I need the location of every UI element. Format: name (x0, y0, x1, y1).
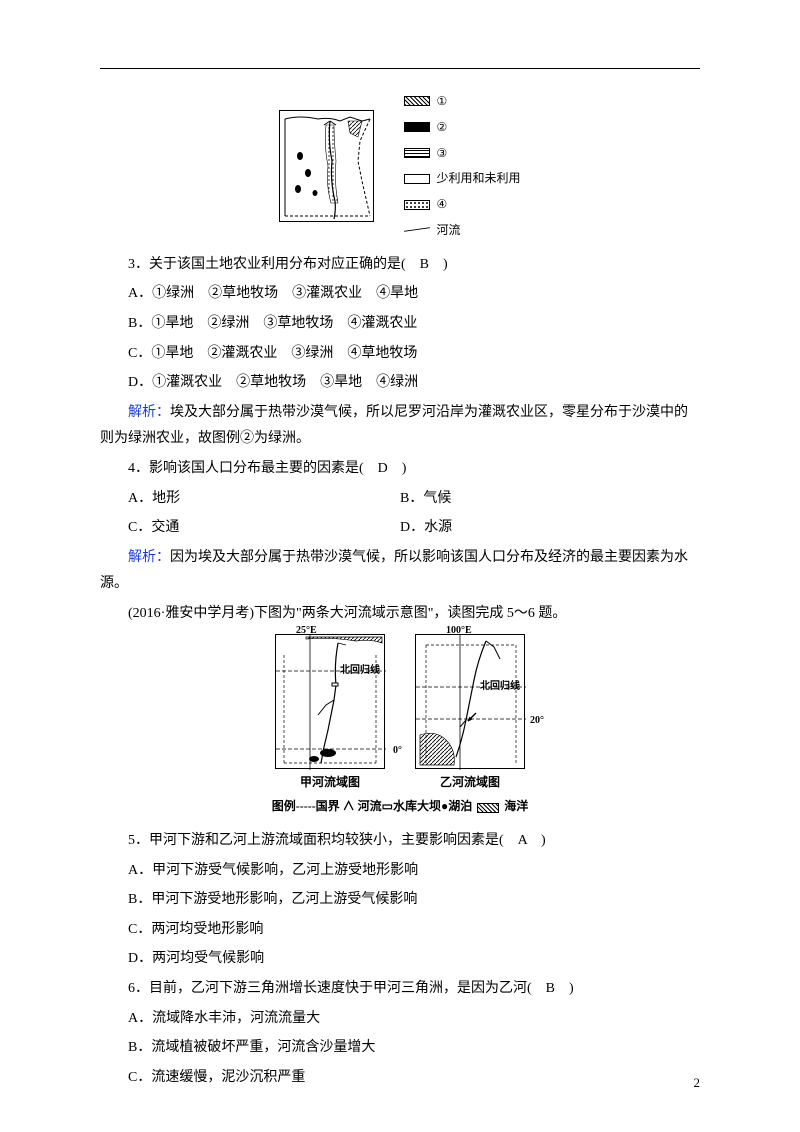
map-right-wrap: 100°E 北回归线 20° 乙河流域图 (415, 634, 525, 794)
map-egypt (279, 110, 374, 222)
legend-label: ④ (436, 193, 447, 216)
q4-optA: A．地形 (100, 486, 400, 513)
page-content: ① ② ③ 少利用和未利用 ④ 河流 3．关于该国土地农业利用分布对应正确的是(… (100, 90, 700, 1091)
map-left-wrap: 25°E 北回归线 0° 甲河流域图 (275, 634, 385, 794)
q4-analysis: 解析：因为埃及大部分属于热带沙漠气候，所以影响该国人口分布及经济的最主要因素为水… (100, 545, 700, 598)
swatch-dots (404, 200, 430, 210)
analysis-label: 解析： (128, 550, 170, 565)
q6-optC: C．流速缓慢，泥沙沉积严重 (100, 1065, 700, 1092)
analysis-text: 因为埃及大部分属于热带沙漠气候，所以影响该国人口分布及经济的最主要因素为水源。 (100, 550, 688, 592)
caption-left: 甲河流域图 (275, 771, 385, 794)
q3-optC: C．①旱地 ②灌溉农业 ③绿洲 ④草地牧场 (100, 341, 700, 368)
legend-item-5: ④ (404, 193, 520, 216)
legend-item-1: ① (404, 90, 520, 113)
q4-optB: B．气候 (400, 486, 700, 513)
q4-row1: A．地形 B．气候 (100, 486, 700, 513)
legend-item-3: ③ (404, 142, 520, 165)
map-yi: 100°E 北回归线 20° (415, 634, 525, 769)
label-tropic-r: 北回归线 (480, 677, 520, 696)
legend-2: 图例-----国界 ∧ 河流▭水库大坝●湖泊 海洋 (100, 795, 700, 818)
q5-optA: A．甲河下游受气候影响，乙河上游受地形影响 (100, 858, 700, 885)
label-100e: 100°E (446, 621, 472, 640)
top-rule (100, 68, 700, 69)
swatch-dark (404, 122, 430, 132)
legend-item-4: 少利用和未利用 (404, 167, 520, 190)
figure-2: 25°E 北回归线 0° 甲河流域图 (100, 634, 700, 794)
legend-label: ③ (436, 142, 447, 165)
label-20: 20° (530, 711, 544, 730)
legend2-text: 图例-----国界 ∧ 河流▭水库大坝●湖泊 (272, 799, 473, 813)
analysis-label: 解析： (128, 405, 170, 420)
q4-optC: C．交通 (100, 515, 400, 542)
label-tropic-l: 北回归线 (340, 661, 380, 680)
q6-stem: 6．目前，乙河下游三角洲增长速度快于甲河三角洲，是因为乙河( B ) (100, 976, 700, 1003)
q6-optA: A．流域降水丰沛，河流流量大 (100, 1006, 700, 1033)
q4-optD: D．水源 (400, 515, 700, 542)
q3-optA: A．①绿洲 ②草地牧场 ③灌溉农业 ④旱地 (100, 281, 700, 308)
q3-optD: D．①灌溉农业 ②草地牧场 ③旱地 ④绿洲 (100, 370, 700, 397)
q5-optB: B．甲河下游受地形影响，乙河上游受气候影响 (100, 887, 700, 914)
swatch-white (404, 174, 430, 184)
q3-analysis: 解析：埃及大部分属于热带沙漠气候，所以尼罗河沿岸为灌溉农业区，零星分布于沙漠中的… (100, 400, 700, 453)
legend-item-6: 河流 (404, 219, 520, 242)
legend-label: ① (436, 90, 447, 113)
sea-swatch (477, 803, 499, 813)
q4-stem: 4．影响该国人口分布最主要的因素是( D ) (100, 456, 700, 483)
label-eq: 0° (393, 741, 402, 760)
swatch-hatch (404, 96, 430, 106)
legend-label: ② (436, 116, 447, 139)
legend-item-2: ② (404, 116, 520, 139)
legend-1: ① ② ③ 少利用和未利用 ④ 河流 (404, 90, 520, 242)
figure-1: ① ② ③ 少利用和未利用 ④ 河流 (100, 90, 700, 242)
q3-stem: 3．关于该国土地农业利用分布对应正确的是( B ) (100, 252, 700, 279)
caption-right: 乙河流域图 (415, 771, 525, 794)
q4-row2: C．交通 D．水源 (100, 515, 700, 542)
q5-optD: D．两河均受气候影响 (100, 946, 700, 973)
q6-optB: B．流域植被破坏严重，河流含沙量增大 (100, 1035, 700, 1062)
legend2-sea: 海洋 (504, 799, 528, 813)
legend-label: 少利用和未利用 (436, 167, 520, 190)
legend-label: 河流 (436, 219, 460, 242)
map-jia: 25°E 北回归线 0° (275, 634, 385, 769)
label-25e: 25°E (296, 621, 317, 640)
swatch-river (404, 225, 430, 235)
q5-stem: 5．甲河下游和乙河上游流域面积均较狭小，主要影响因素是( A ) (100, 828, 700, 855)
analysis-text: 埃及大部分属于热带沙漠气候，所以尼罗河沿岸为灌溉农业区，零星分布于沙漠中的则为绿… (100, 405, 688, 447)
q3-optB: B．①旱地 ②绿洲 ③草地牧场 ④灌溉农业 (100, 311, 700, 338)
intro-56: (2016·雅安中学月考)下图为"两条大河流域示意图"，读图完成 5～6 题。 (100, 601, 700, 628)
q5-optC: C．两河均受地形影响 (100, 917, 700, 944)
swatch-grid (404, 148, 430, 158)
page-number: 2 (694, 1071, 701, 1096)
